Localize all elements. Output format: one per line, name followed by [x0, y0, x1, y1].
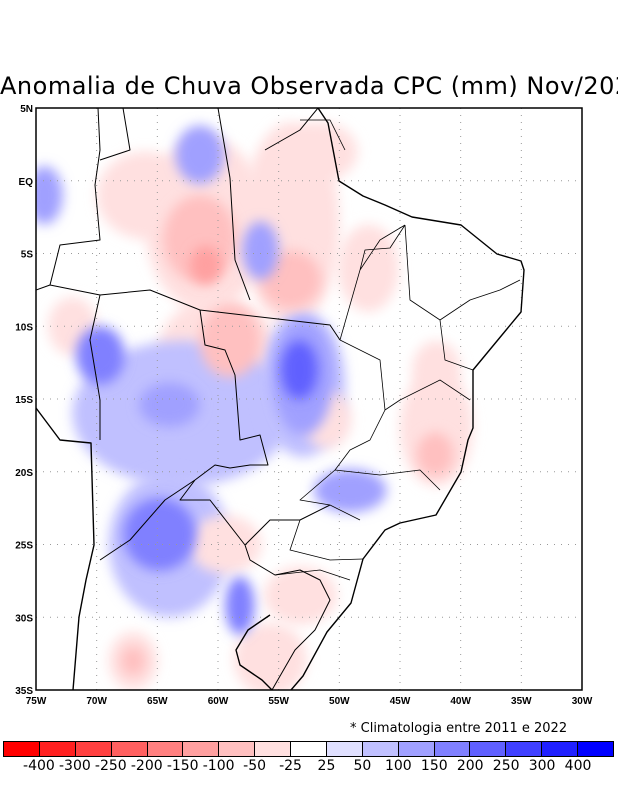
anomaly-region-29	[139, 382, 200, 427]
map-frame	[35, 107, 583, 691]
colorbar-label: -100	[202, 758, 235, 774]
y-tick-label: 30S	[15, 613, 33, 624]
colorbar-label: -250	[94, 758, 127, 774]
grid-lines	[36, 108, 582, 690]
colorbar-label: -150	[166, 758, 199, 774]
colorbar-label: 200	[456, 758, 484, 774]
colorbar-swatch	[147, 742, 184, 756]
colorbar-label: 50	[353, 758, 372, 774]
anomaly-region-13	[284, 122, 358, 181]
colorbar-label: 400	[564, 758, 592, 774]
x-tick-label: 45W	[390, 696, 411, 707]
colorbar-swatch	[111, 742, 148, 756]
colorbar-swatch	[362, 742, 399, 756]
anomaly-region-28	[76, 326, 125, 385]
coastline	[36, 108, 525, 690]
x-tick-label: 65W	[147, 696, 168, 707]
anomaly-region-21	[416, 432, 454, 477]
colorbar-swatch	[434, 742, 471, 756]
y-tick-label: 10S	[15, 322, 33, 333]
anomaly-map: 75W 70W 65W 60W 55W 50W 45W 40W 35W 30W 5N EQ 5S 10S 1…	[15, 104, 593, 707]
x-tick-label: 75W	[26, 696, 47, 707]
chart-title: Anomalia de Chuva Observada CPC (mm) Nov…	[0, 72, 618, 100]
climatology-note: * Climatologia entre 2011 e 2022	[350, 721, 568, 736]
x-tick-label: 55W	[268, 696, 289, 707]
anomaly-field	[36, 122, 473, 690]
x-tick-label: 30W	[572, 696, 593, 707]
colorbar-labels: -400 -300 -250 -200 -150 -100 -50 -25 25 50 100 150…	[0, 758, 618, 778]
colorbar-swatch	[183, 742, 220, 756]
colorbar-swatch	[4, 742, 40, 756]
state-borders	[274, 119, 521, 581]
anomaly-region-25	[242, 221, 279, 280]
colorbar-swatch	[470, 742, 507, 756]
country-borders	[36, 108, 341, 690]
anomaly-region-8	[412, 340, 461, 399]
colorbar-swatch	[255, 742, 291, 756]
colorbar-label: -50	[243, 758, 267, 774]
colorbar-label: 25	[317, 758, 336, 774]
x-tick-label: 35W	[511, 696, 532, 707]
anomaly-region-22	[120, 646, 146, 676]
colorbar-swatch	[291, 742, 327, 756]
y-tick-label: 5S	[21, 250, 34, 261]
anomaly-region-32	[313, 468, 387, 513]
colorbar-swatch	[219, 742, 256, 756]
anomaly-region-27	[281, 340, 318, 399]
y-tick-label: 20S	[15, 468, 33, 479]
x-tick-label: 40W	[450, 696, 471, 707]
y-tick-label: 35S	[15, 686, 33, 697]
x-tick-label: 60W	[208, 696, 229, 707]
colorbar-label: 250	[492, 758, 520, 774]
y-tick-label: 25S	[15, 541, 33, 552]
anomaly-region-18	[190, 246, 222, 285]
anomaly-region-24	[36, 166, 63, 225]
x-tick-label: 50W	[329, 696, 350, 707]
anomaly-region-23	[175, 125, 225, 184]
colorbar-swatch	[39, 742, 76, 756]
anomaly-region-20	[199, 304, 261, 378]
colorbar-label: 300	[528, 758, 556, 774]
anomaly-region-30	[123, 497, 197, 571]
colorbar-swatch	[578, 742, 613, 756]
colorbar-label: -200	[130, 758, 163, 774]
anomaly-region-31	[225, 576, 255, 635]
colorbar-label: -25	[279, 758, 302, 774]
anomaly-region-9	[338, 224, 399, 312]
colorbar-label: 150	[420, 758, 448, 774]
colorbar-label: -300	[58, 758, 91, 774]
colorbar-label: -400	[23, 758, 55, 774]
y-tick-label: EQ	[19, 177, 34, 188]
colorbar-swatch	[75, 742, 112, 756]
x-tick-label: 70W	[86, 696, 107, 707]
colorbar-label: 100	[384, 758, 412, 774]
colorbar-swatch	[506, 742, 543, 756]
colorbar-swatch	[326, 742, 363, 756]
colorbar-swatch	[398, 742, 435, 756]
colorbar	[3, 741, 614, 757]
y-tick-label: 15S	[15, 395, 33, 406]
y-tick-label: 5N	[20, 104, 33, 115]
colorbar-swatch	[542, 742, 578, 756]
anomaly-region-11	[264, 566, 337, 625]
